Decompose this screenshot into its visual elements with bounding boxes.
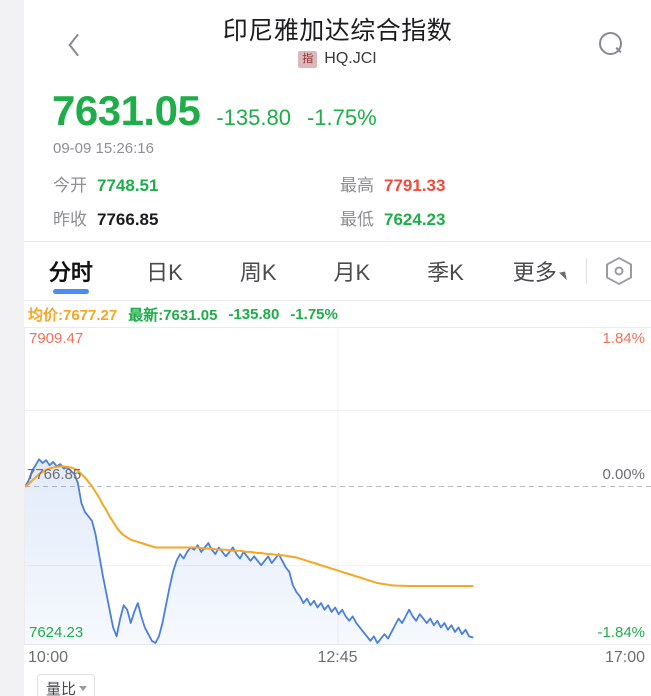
- left-gutter: [0, 0, 24, 696]
- intraday-chart[interactable]: 7909.47 1.84% 7766.85 0.00% 7624.23 -1.8…: [24, 327, 651, 645]
- tab-quarterly-k[interactable]: 季K: [427, 260, 464, 285]
- stats-row: 昨收 7766.85 最低 7624.23: [24, 200, 651, 234]
- chart-info-line: 均价:7677.27 最新:7631.05 -135.80 -1.75%: [24, 303, 651, 325]
- stat-label: 今开: [53, 175, 87, 195]
- stats-row: 今开 7748.51 最高 7791.33: [24, 166, 651, 200]
- y-axis-mid-percent: 0.00%: [602, 466, 645, 483]
- y-axis-mid-price: 7766.85: [27, 466, 82, 483]
- stat-label: 最高: [340, 175, 374, 195]
- stat-open: 今开 7748.51: [24, 171, 324, 196]
- avg-price-label: 均价:7677.27: [28, 306, 118, 324]
- stat-label: 最低: [340, 209, 374, 229]
- y-axis-top-price: 7909.47: [29, 330, 84, 347]
- volume-ratio-label: 量比: [46, 681, 77, 696]
- stat-value: 7766.85: [97, 209, 159, 229]
- indicator-bar: 量比: [24, 674, 651, 696]
- title-block: 印尼雅加达综合指数 指 HQ.JCI: [24, 16, 651, 68]
- index-badge: 指: [298, 50, 318, 68]
- last-price: 7631.05: [52, 87, 201, 134]
- gear-icon: [606, 257, 633, 285]
- symbol-code: HQ.JCI: [324, 50, 377, 67]
- tab-weekly-k[interactable]: 周K: [239, 260, 277, 285]
- stat-label: 昨收: [53, 209, 87, 229]
- x-axis: 10:00 12:45 17:00: [24, 646, 651, 674]
- volume-ratio-button[interactable]: 量比: [37, 674, 96, 696]
- stat-value: 7748.51: [97, 175, 159, 195]
- search-button[interactable]: [587, 20, 633, 66]
- chart-settings-button[interactable]: [587, 257, 651, 285]
- tab-intraday[interactable]: 分时: [24, 242, 118, 300]
- price-change-percent: -1.75%: [306, 105, 377, 130]
- chart-canvas: [25, 328, 651, 645]
- tab-monthly-k[interactable]: 月K: [333, 260, 371, 285]
- y-axis-bottom-percent: -1.84%: [597, 624, 645, 641]
- quote-divider: [24, 241, 651, 242]
- tab-separator: [586, 258, 588, 284]
- quote-timestamp: 09-09 15:26:16: [53, 140, 154, 157]
- x-axis-tick-close: 17:00: [604, 649, 645, 666]
- x-axis-tick-open: 10:00: [28, 649, 69, 666]
- tab-more-label: 更多: [512, 260, 557, 285]
- stat-prev-close: 昨收 7766.85: [24, 205, 324, 230]
- stat-value: 7624.23: [384, 209, 446, 229]
- info-change: -135.80: [228, 305, 280, 323]
- tab-daily-k[interactable]: 日K: [146, 260, 183, 285]
- latest-price-label: 最新:7631.05: [128, 306, 218, 324]
- stat-high: 最高 7791.33: [324, 171, 445, 196]
- quote-stats: 今开 7748.51 最高 7791.33 昨收 7766.85 最低 7624…: [24, 166, 651, 234]
- price-change: -135.80: [216, 105, 291, 130]
- quote-summary: 7631.05 -135.80 -1.75% 09-09 15:26:16 今开…: [24, 78, 651, 240]
- chevron-down-icon: [558, 270, 567, 282]
- page-title: 印尼雅加达综合指数: [222, 17, 453, 45]
- stat-low: 最低 7624.23: [324, 205, 445, 230]
- tabs-divider: [24, 300, 651, 301]
- search-icon: [598, 31, 622, 55]
- stat-value: 7791.33: [384, 175, 446, 195]
- info-change-percent: -1.75%: [290, 305, 338, 323]
- tab-more[interactable]: 更多: [492, 242, 586, 300]
- y-axis-top-percent: 1.84%: [602, 330, 645, 347]
- x-axis-tick-mid: 12:45: [317, 649, 358, 666]
- price-row: 7631.05 -135.80 -1.75%: [52, 87, 377, 135]
- app-header: 印尼雅加达综合指数 指 HQ.JCI: [24, 0, 651, 78]
- chevron-down-icon: [79, 686, 88, 691]
- y-axis-bottom-price: 7624.23: [29, 624, 84, 641]
- symbol-row: 指 HQ.JCI: [24, 50, 651, 68]
- chart-tab-bar: 分时 日K 周K 月K 季K 更多: [24, 242, 651, 300]
